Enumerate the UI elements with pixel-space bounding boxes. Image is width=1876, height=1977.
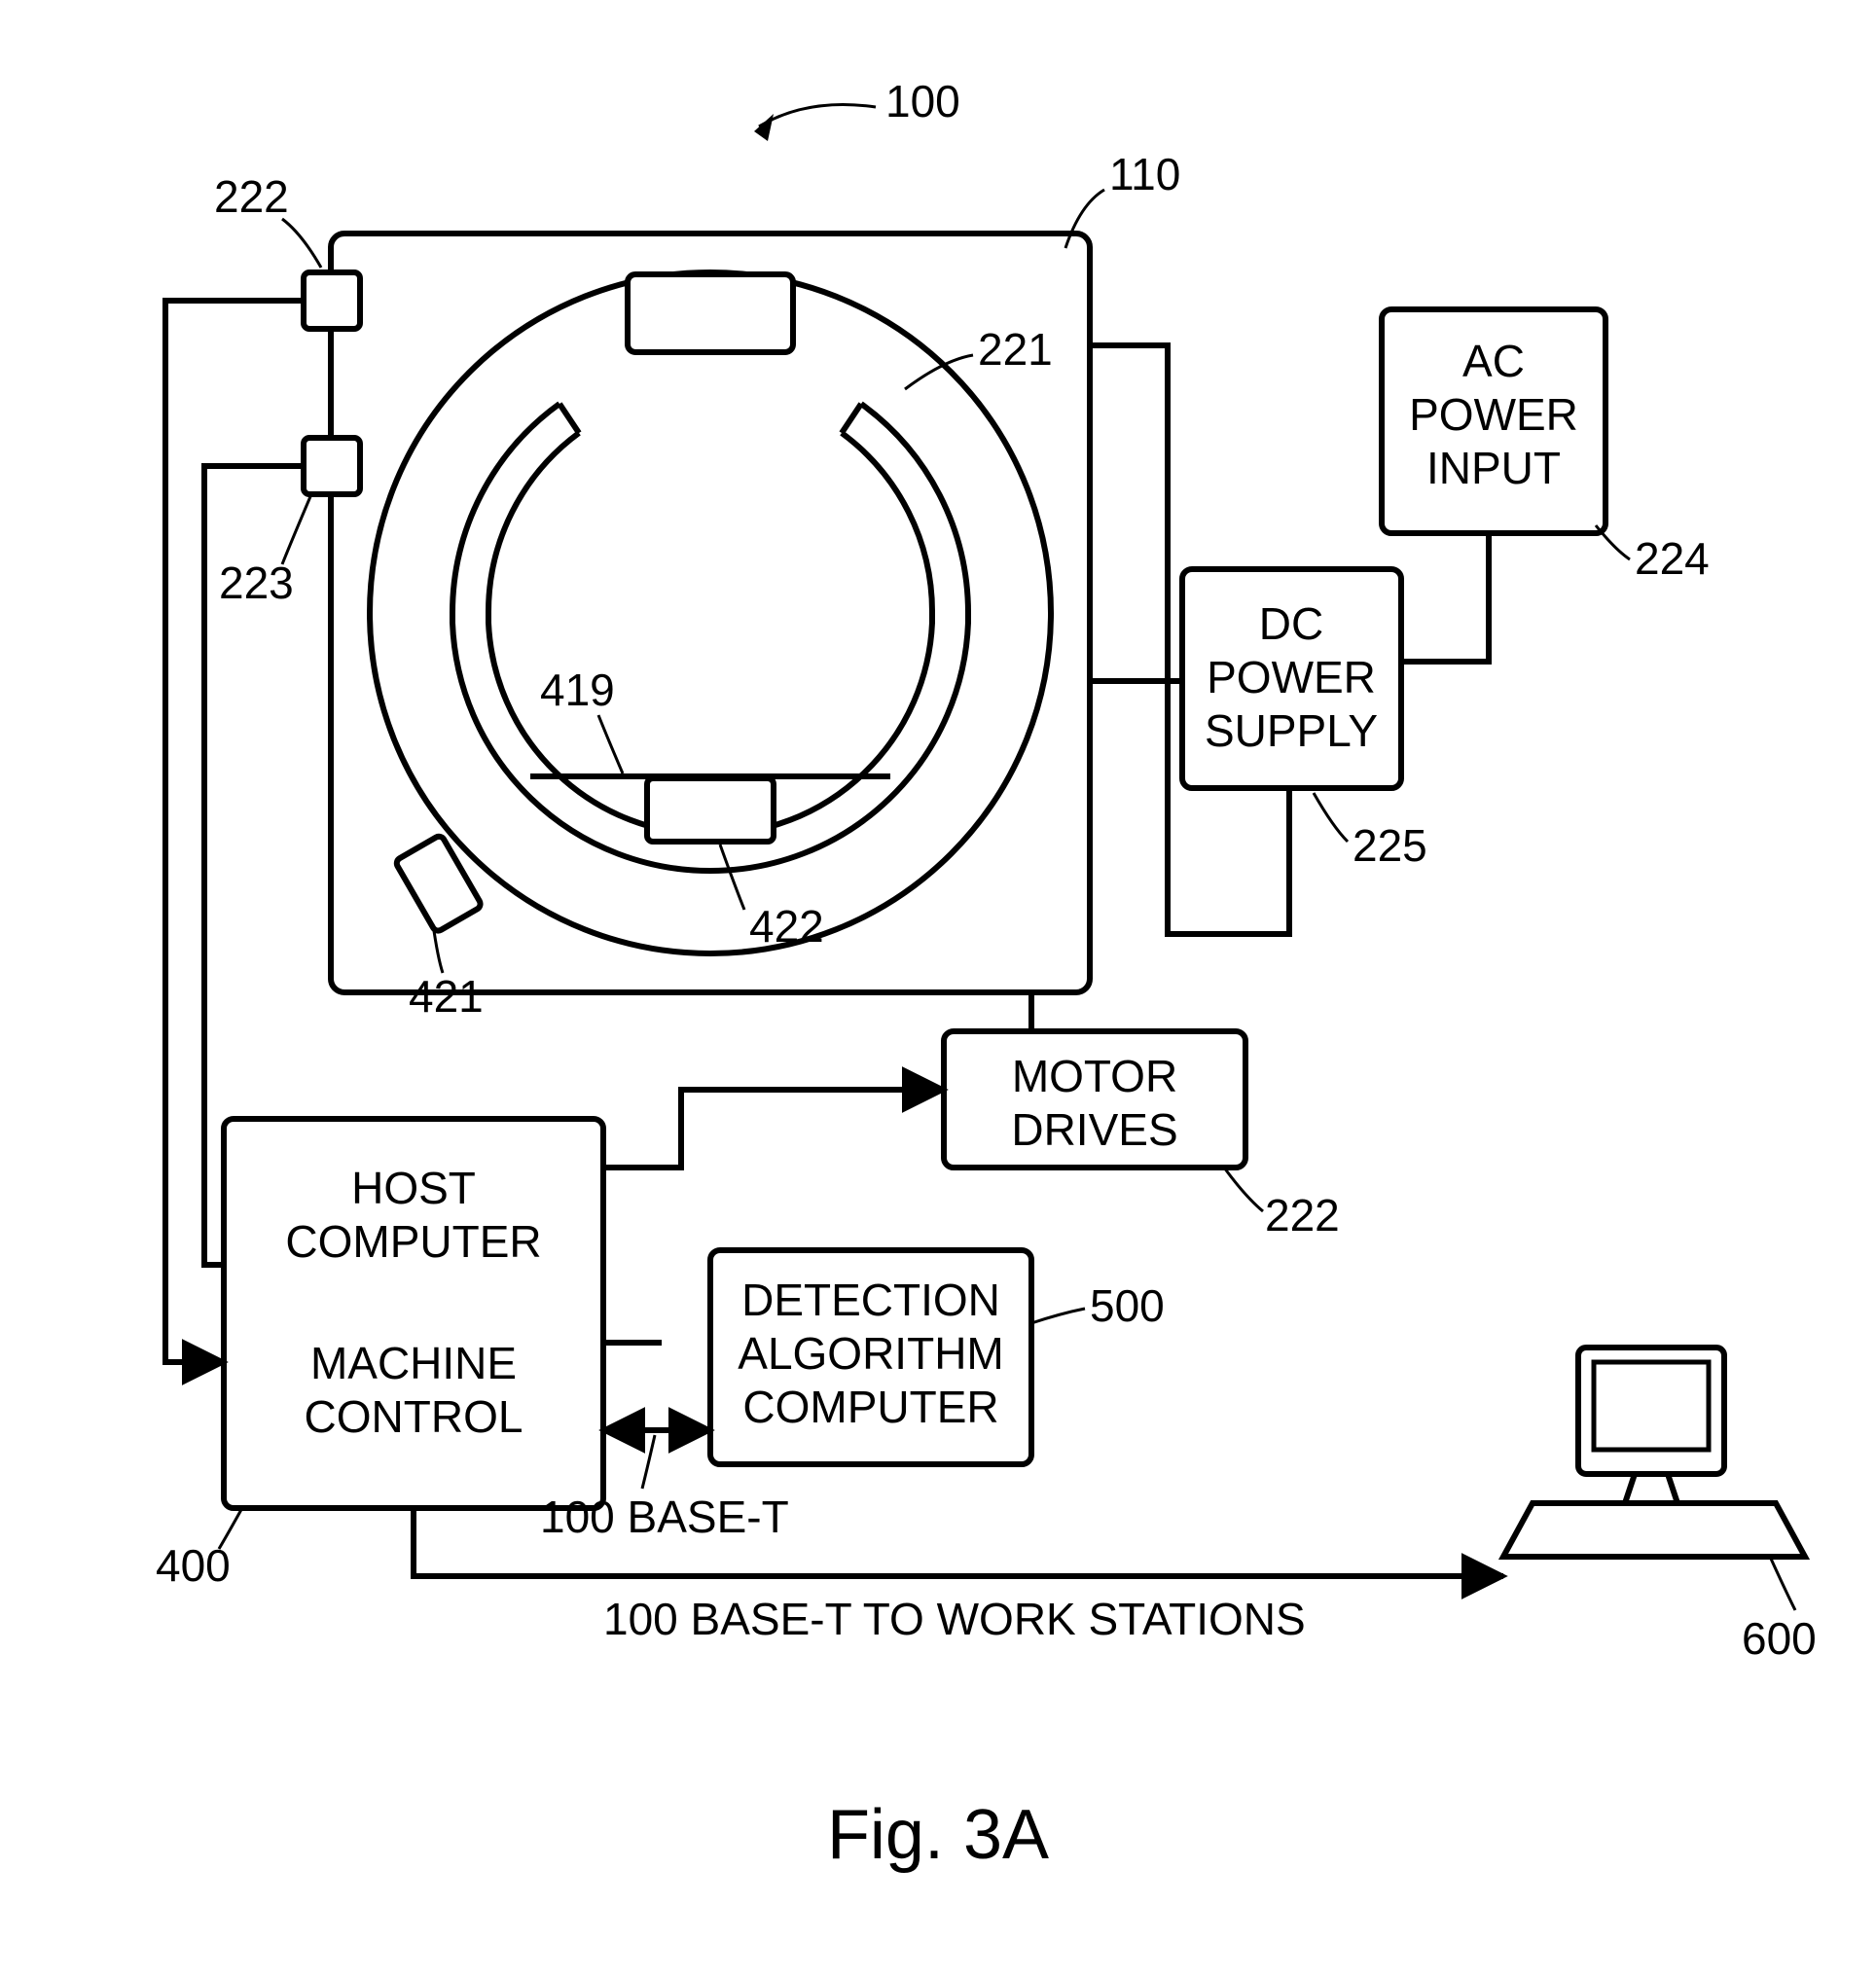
leader-500: [1031, 1309, 1085, 1323]
source-box: [628, 274, 793, 352]
leader-222a: [282, 219, 321, 268]
gantry-outer-circle: [370, 272, 1051, 953]
ref-421: 421: [409, 971, 484, 1022]
ac-power-label-1: AC: [1462, 336, 1525, 386]
label-base-t-long: 100 BASE-T TO WORK STATIONS: [603, 1594, 1306, 1644]
host-label-2: COMPUTER: [285, 1216, 541, 1267]
ac-power-label-2: POWER: [1409, 389, 1578, 440]
ac-power-label-3: INPUT: [1426, 443, 1561, 493]
leader-100: [759, 105, 876, 127]
figure-caption: Fig. 3A: [827, 1796, 1049, 1874]
ref-221: 221: [978, 324, 1053, 375]
ref-225: 225: [1353, 820, 1427, 871]
ref-500: 500: [1090, 1280, 1165, 1331]
ref-100: 100: [885, 76, 960, 126]
leader-600: [1771, 1559, 1795, 1610]
leader-222b: [1224, 1168, 1263, 1211]
ref-223: 223: [219, 557, 294, 608]
dc-power-label-3: SUPPLY: [1205, 705, 1378, 756]
port-2: [304, 438, 360, 494]
ref-224: 224: [1635, 533, 1710, 584]
label-base-t-short: 100 BASE-T: [540, 1492, 789, 1542]
det-algo-label-1: DETECTION: [741, 1275, 1000, 1325]
ref-600: 600: [1742, 1613, 1817, 1664]
detector-box: [647, 778, 774, 842]
leader-224: [1596, 525, 1630, 559]
dc-power-label-2: POWER: [1207, 652, 1376, 702]
workstation-icon: [1503, 1348, 1805, 1557]
leader-225: [1314, 793, 1348, 842]
motor-drives-label-2: DRIVES: [1011, 1104, 1177, 1155]
ref-400: 400: [156, 1540, 231, 1591]
ref-419: 419: [540, 665, 615, 715]
dc-power-label-1: DC: [1259, 598, 1323, 649]
line-host-motor: [603, 1090, 944, 1168]
host-label-4: MACHINE: [310, 1338, 517, 1388]
line-gantry-dc-top: [1090, 345, 1168, 438]
ref-110: 110: [1109, 149, 1180, 199]
host-label-5: CONTROL: [305, 1391, 523, 1442]
det-algo-label-2: ALGORITHM: [738, 1328, 1003, 1379]
port-1: [304, 272, 360, 329]
line-dc-ac: [1401, 533, 1489, 662]
host-label-1: HOST: [351, 1163, 476, 1213]
leader-baset: [642, 1435, 655, 1489]
leader-223: [282, 494, 311, 564]
motor-drives-label-1: MOTOR: [1012, 1051, 1177, 1101]
ref-222a: 222: [214, 171, 289, 222]
ref-422: 422: [749, 901, 824, 952]
det-algo-label-3: COMPUTER: [742, 1382, 998, 1432]
ref-222b: 222: [1265, 1190, 1340, 1240]
